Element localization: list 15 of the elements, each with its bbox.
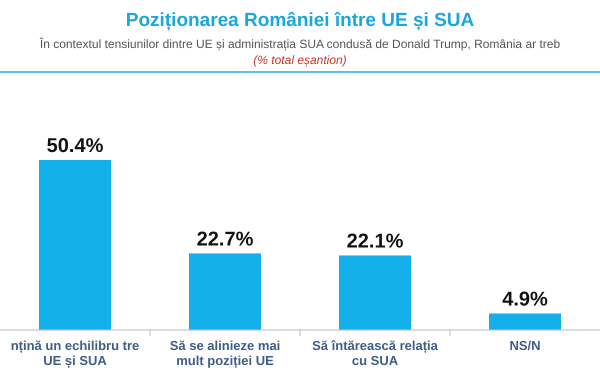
x-tick-label: nțină un echilibru tre UE și SUA (10, 338, 140, 369)
chart-subtitle: În contextul tensiunilor dintre UE și administrația SUA condusă de Donald Trump, România ar treb (38, 37, 560, 51)
text: (% total eșantion) (253, 53, 347, 67)
bar (339, 255, 411, 330)
bar (189, 253, 261, 330)
x-tick-label: Să se alinieze mai mult poziției UE (170, 338, 280, 369)
data-label: 50.4% (46, 135, 104, 157)
x-tick-label: NS/N (509, 338, 541, 353)
data-label: 4.9% (502, 288, 548, 310)
data-label: 22.1% (346, 230, 404, 252)
bar (39, 160, 111, 330)
chart-title: Poziționarea României între UE și SUA (126, 10, 474, 31)
x-tick-label: Să întărească relația cu SUA (312, 338, 439, 368)
bar (489, 313, 561, 330)
data-label: 22.7% (196, 228, 254, 250)
